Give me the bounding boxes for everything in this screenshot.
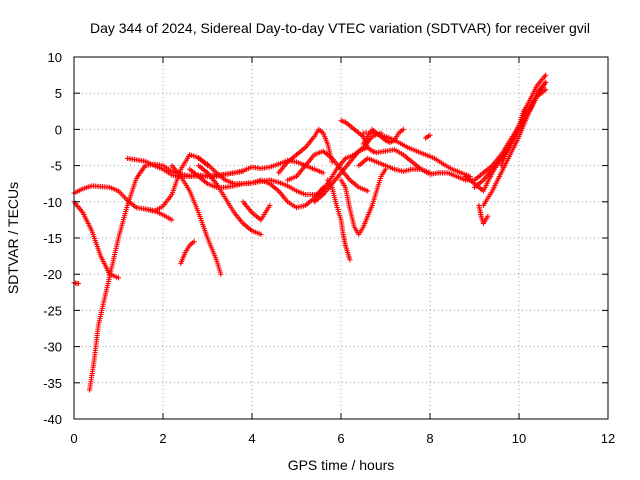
y-tick-label: -10 <box>43 195 62 210</box>
data-point <box>365 188 371 194</box>
y-tick-label: -35 <box>43 376 62 391</box>
chart-title: Day 344 of 2024, Sidereal Day-to-day VTE… <box>90 20 590 36</box>
y-tick-label: -40 <box>43 412 62 427</box>
data-point <box>543 86 549 93</box>
data-point <box>115 275 122 281</box>
x-tick-label: 8 <box>426 431 433 446</box>
data-point <box>427 132 433 138</box>
data-point <box>258 231 264 237</box>
data-point <box>525 101 531 107</box>
y-tick-label: 5 <box>55 86 62 101</box>
y-tick-label: -5 <box>50 159 62 174</box>
x-tick-label: 10 <box>512 431 526 446</box>
data-point <box>75 281 82 287</box>
x-tick-label: 4 <box>248 431 255 446</box>
data-point <box>218 271 224 277</box>
y-tick-label: -15 <box>43 231 62 246</box>
data-point <box>485 213 491 219</box>
data-point <box>347 257 353 263</box>
data-point <box>267 202 273 209</box>
data-point <box>320 170 326 176</box>
x-tick-label: 2 <box>159 431 166 446</box>
y-axis-label: SDTVAR / TECUs <box>5 182 21 294</box>
x-tick-label: 12 <box>601 431 615 446</box>
data-point <box>543 79 549 85</box>
data-point <box>169 217 175 223</box>
x-axis-label: GPS time / hours <box>288 457 395 473</box>
y-tick-label: 0 <box>55 122 62 137</box>
x-tick-label: 0 <box>70 431 77 446</box>
data-point <box>543 72 549 78</box>
data-points <box>71 72 549 393</box>
axis-ticks: 0 2 4 6 8 10 12 -40 -35 -30 -25 -20 -15 -10 -5 0 5 10 <box>43 50 615 446</box>
data-point <box>191 239 197 245</box>
y-tick-label: -30 <box>43 340 62 355</box>
data-point <box>400 126 406 132</box>
y-tick-label: 10 <box>48 50 62 65</box>
y-tick-label: -25 <box>43 303 62 318</box>
y-tick-label: -20 <box>43 267 62 282</box>
data-point <box>427 170 433 176</box>
x-tick-label: 6 <box>337 431 344 446</box>
